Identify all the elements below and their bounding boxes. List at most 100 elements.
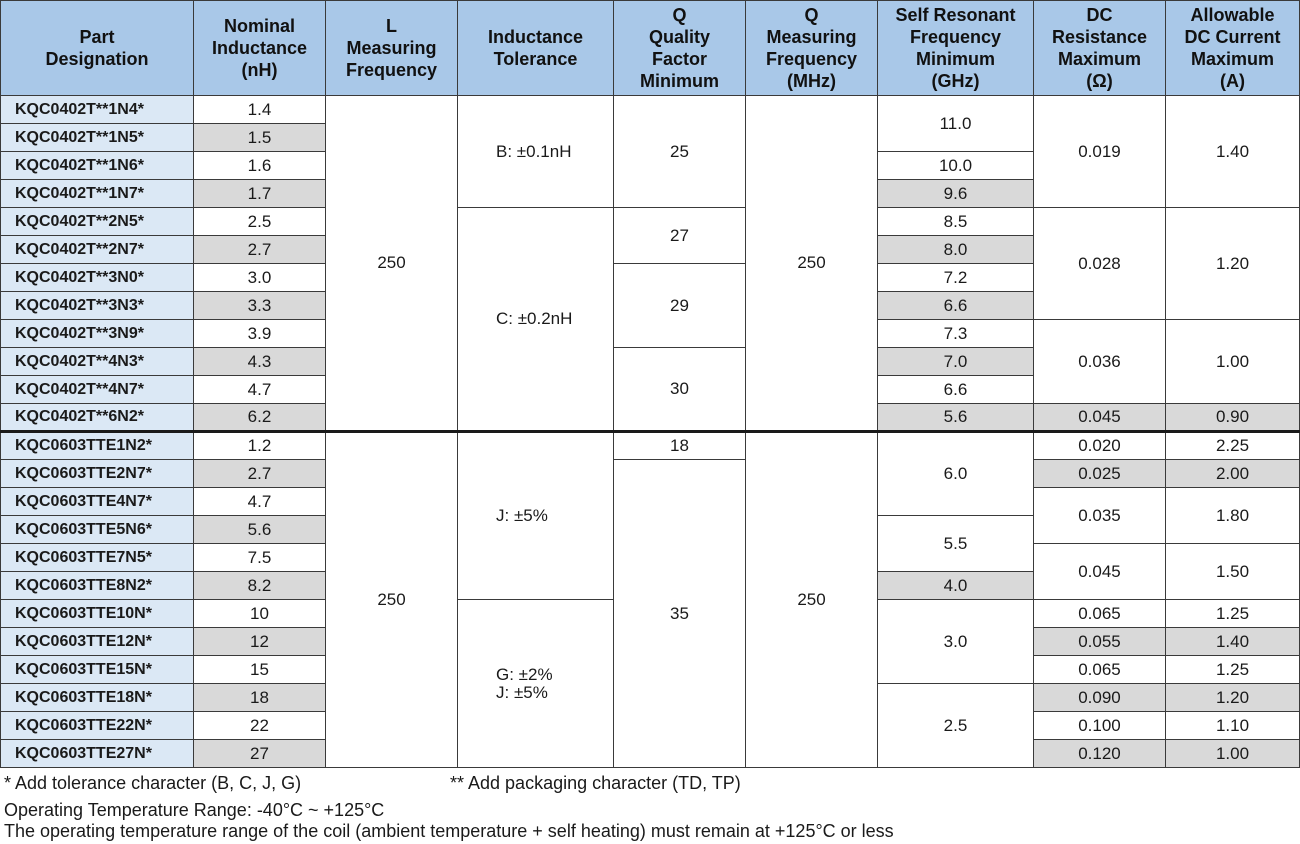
q-minimum-cell: 29 [613,263,746,348]
nominal-inductance-cell: 18 [193,683,326,712]
dc-resistance-cell: 0.028 [1033,207,1166,320]
nominal-inductance-cell: 27 [193,739,326,768]
l-measuring-frequency-cell: 250 [325,95,458,432]
part-designation-cell: KQC0603TTE15N* [0,655,194,684]
dc-current-cell: 1.00 [1165,739,1300,768]
dc-resistance-cell: 0.055 [1033,627,1166,656]
part-designation-cell: KQC0402T**4N3* [0,347,194,376]
dc-current-cell: 0.90 [1165,403,1300,432]
inductance-tolerance-cell: G: ±2% J: ±5% [457,599,614,768]
dc-current-cell: 1.20 [1165,207,1300,320]
part-designation-cell: KQC0603TTE18N* [0,683,194,712]
note-operating-temperature-range: Operating Temperature Range: -40°C ~ +12… [4,800,385,820]
table-row: KQC0603TTE18N* 18 2.5 0.090 1.20 [0,683,1300,768]
dc-resistance-cell: 0.065 [1033,599,1166,628]
q-minimum-cell: 27 [613,207,746,264]
q-minimum-cell: 35 [613,459,746,768]
dc-current-cell: 2.00 [1165,459,1300,488]
part-designation-cell: KQC0603TTE1N2* [0,430,194,460]
part-designation-cell: KQC0603TTE27N* [0,739,194,768]
table-row: KQC0402T**3N0* 3.0 29 7.2 [0,263,1300,348]
dc-resistance-cell: 0.045 [1033,543,1166,600]
header-q-measuring-frequency: Q Measuring Frequency (MHz) [745,0,878,96]
self-resonant-frequency-cell: 7.0 [877,347,1034,376]
dc-resistance-cell: 0.035 [1033,487,1166,544]
note-tolerance-character: * Add tolerance character (B, C, J, G) [4,773,302,793]
nominal-inductance-cell: 12 [193,627,326,656]
self-resonant-frequency-cell: 6.0 [877,430,1034,516]
note-packaging-character: ** Add packaging character (TD, TP) [450,773,741,793]
table-row: KQC0402T**1N4* 1.4 250 B: ±0.1nH 25 250 11.0 0.… [0,95,1300,432]
dc-resistance-cell: 0.020 [1033,430,1166,460]
nominal-inductance-cell: 4.7 [193,375,326,404]
part-designation-cell: KQC0402T**3N9* [0,319,194,348]
table-row: KQC0402T**1N6* 1.6 10.0 [0,151,1300,180]
nominal-inductance-cell: 1.4 [193,95,326,124]
part-designation-cell: KQC0603TTE4N7* [0,487,194,516]
dc-resistance-cell: 0.065 [1033,655,1166,684]
dc-current-cell: 1.00 [1165,319,1300,404]
table-row: KQC0603TTE12N* 12 0.055 1.40 [0,627,1300,656]
self-resonant-frequency-cell: 8.0 [877,235,1034,264]
part-designation-cell: KQC0603TTE8N2* [0,571,194,600]
header-l-measuring-frequency: L Measuring Frequency [325,0,458,96]
self-resonant-frequency-cell: 10.0 [877,151,1034,180]
part-designation-cell: KQC0402T**3N0* [0,263,194,292]
note-operating-temperature-limit: The operating temperature range of the c… [4,821,894,841]
self-resonant-frequency-cell: 5.6 [877,403,1034,432]
part-designation-cell: KQC0603TTE10N* [0,599,194,628]
part-designation-cell: KQC0402T**6N2* [0,403,194,432]
part-designation-cell: KQC0603TTE2N7* [0,459,194,488]
dc-current-cell: 1.40 [1165,95,1300,208]
table-row: KQC0402T**6N2* 6.2 5.6 0.045 0.90 [0,403,1300,432]
self-resonant-frequency-cell: 7.3 [877,319,1034,348]
nominal-inductance-cell: 4.3 [193,347,326,376]
header-part-designation: Part Designation [0,0,194,96]
table-row: KQC0402T**2N7* 2.7 8.0 [0,235,1300,264]
part-designation-cell: KQC0402T**2N5* [0,207,194,236]
table-row: KQC0402T**3N3* 3.3 6.6 [0,291,1300,320]
self-resonant-frequency-cell: 2.5 [877,683,1034,768]
nominal-inductance-cell: 10 [193,599,326,628]
table-row: KQC0603TTE10N* 10 G: ±2% J: ±5% 3.0 0.065 1.25 [0,599,1300,768]
part-designation-cell: KQC0603TTE22N* [0,711,194,740]
dc-current-cell: 1.80 [1165,487,1300,544]
q-measuring-frequency-cell: 250 [745,95,878,432]
self-resonant-frequency-cell: 8.5 [877,207,1034,236]
dc-current-cell: 1.10 [1165,711,1300,740]
nominal-inductance-cell: 1.6 [193,151,326,180]
part-designation-cell: KQC0402T**2N7* [0,235,194,264]
part-designation-cell: KQC0402T**4N7* [0,375,194,404]
table-row: KQC0603TTE4N7* 4.7 0.035 1.80 [0,487,1300,544]
header-self-resonant-frequency: Self Resonant Frequency Minimum (GHz) [877,0,1034,96]
self-resonant-frequency-cell: 4.0 [877,571,1034,600]
table-row: KQC0603TTE8N2* 8.2 4.0 [0,571,1300,600]
nominal-inductance-cell: 3.0 [193,263,326,292]
dc-current-cell: 1.20 [1165,683,1300,712]
dc-resistance-cell: 0.019 [1033,95,1166,208]
q-minimum-cell: 25 [613,95,746,208]
self-resonant-frequency-cell: 7.2 [877,263,1034,292]
header-dc-resistance: DC Resistance Maximum (Ω) [1033,0,1166,96]
dc-resistance-cell: 0.036 [1033,319,1166,404]
table-row: KQC0603TTE2N7* 2.7 35 0.025 2.00 [0,459,1300,768]
nominal-inductance-cell: 2.7 [193,459,326,488]
dc-resistance-cell: 0.100 [1033,711,1166,740]
nominal-inductance-cell: 6.2 [193,403,326,432]
nominal-inductance-cell: 7.5 [193,543,326,572]
self-resonant-frequency-cell: 11.0 [877,95,1034,152]
nominal-inductance-cell: 2.7 [193,235,326,264]
header-nominal-inductance: Nominal Inductance (nH) [193,0,326,96]
part-designation-cell: KQC0402T**3N3* [0,291,194,320]
q-minimum-cell: 30 [613,347,746,432]
self-resonant-frequency-cell: 5.5 [877,515,1034,572]
table-row: KQC0603TTE7N5* 7.5 0.045 1.50 [0,543,1300,600]
nominal-inductance-cell: 22 [193,711,326,740]
table-row: KQC0603TTE1N2* 1.2 250 J: ±5% 18 250 6.0 0.020 2… [0,430,1300,768]
header-q-minimum: Q Quality Factor Minimum [613,0,746,96]
dc-current-cell: 2.25 [1165,430,1300,460]
dc-resistance-cell: 0.090 [1033,683,1166,712]
nominal-inductance-cell: 1.5 [193,123,326,152]
part-designation-cell: KQC0402T**1N7* [0,179,194,208]
